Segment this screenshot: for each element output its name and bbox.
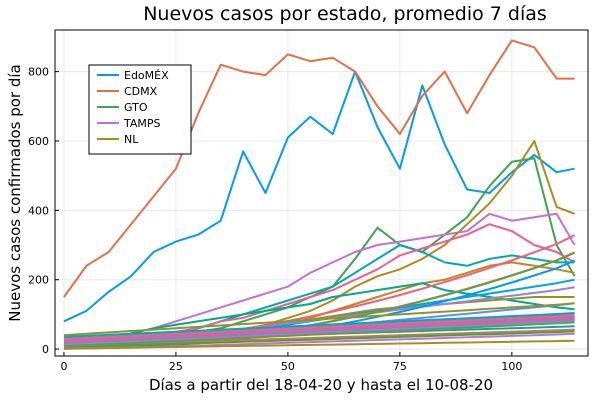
x-tick-label: 50 — [281, 360, 295, 373]
y-axis-ticks: 0 200 400 600 800 — [28, 66, 59, 356]
legend-entry: NL — [124, 133, 139, 146]
legend-entry: CDMX — [124, 85, 158, 98]
series-line-30 — [63, 314, 575, 341]
y-tick-label: 800 — [28, 66, 49, 79]
y-axis-title: Nuevos casos confirmados por día — [6, 64, 24, 322]
series-line-28 — [63, 317, 575, 344]
x-tick-label: 25 — [169, 360, 183, 373]
y-tick-label: 200 — [28, 274, 49, 287]
series-line-18 — [63, 330, 575, 349]
x-axis-ticks: 0 25 50 75 100 — [60, 352, 522, 373]
x-axis-title: Días a partir del 18-04-20 y hasta el 10… — [149, 376, 493, 394]
x-tick-label: 100 — [501, 360, 522, 373]
plot-frame — [54, 29, 589, 357]
legend-entry: EdoMÉX — [124, 69, 169, 82]
series-line-27 — [63, 320, 575, 346]
x-tick-label: 0 — [60, 360, 67, 373]
series-line-26 — [63, 312, 575, 338]
series-line-20 — [63, 339, 575, 350]
series-line-0 — [63, 70, 575, 323]
series-line-29 — [63, 316, 575, 343]
series-layer — [63, 39, 576, 350]
x-tick-label: 75 — [393, 360, 407, 373]
legend-entry: GTO — [124, 101, 148, 114]
series-line-1 — [63, 39, 575, 298]
y-tick-label: 400 — [28, 204, 49, 217]
legend-entry: TAMPS — [123, 117, 161, 130]
legend: EdoMÉX CDMX GTO TAMPS NL — [88, 64, 192, 155]
series-line-31 — [63, 321, 575, 348]
series-line-25 — [63, 302, 575, 337]
y-tick-label: 0 — [42, 343, 49, 356]
y-tick-label: 600 — [28, 135, 49, 148]
chart-title: Nuevos casos por estado, promedio 7 días — [143, 3, 547, 25]
